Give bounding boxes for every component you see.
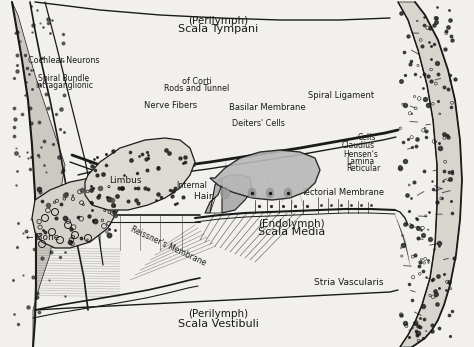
Text: Internal: Internal — [176, 181, 208, 190]
Text: Scala Tympani: Scala Tympani — [178, 25, 258, 34]
Text: Cells: Cells — [358, 133, 376, 142]
Ellipse shape — [266, 188, 274, 198]
Polygon shape — [210, 150, 320, 200]
Ellipse shape — [220, 187, 229, 199]
Text: Reticular: Reticular — [346, 164, 380, 173]
Polygon shape — [398, 2, 462, 347]
Text: Spiral Ligament: Spiral Ligament — [308, 91, 374, 100]
Text: Scala Media: Scala Media — [258, 228, 325, 237]
Text: Rods and Tunnel: Rods and Tunnel — [164, 84, 229, 93]
Text: External: External — [218, 181, 251, 190]
Text: Nerve Fibers: Nerve Fibers — [144, 101, 197, 110]
Ellipse shape — [248, 188, 256, 198]
Polygon shape — [85, 138, 195, 210]
Text: Reissner's Membrane: Reissner's Membrane — [129, 225, 208, 268]
Text: Deiters' Cells: Deiters' Cells — [232, 119, 285, 128]
Text: Stria Vascularis: Stria Vascularis — [314, 278, 383, 287]
Polygon shape — [12, 2, 65, 347]
Text: Claudius: Claudius — [341, 141, 374, 150]
Polygon shape — [205, 178, 222, 213]
Text: Cochlear Neurons: Cochlear Neurons — [28, 56, 100, 65]
Text: Scala Vestibuli: Scala Vestibuli — [178, 320, 258, 329]
Text: ← Bone: ← Bone — [26, 233, 59, 242]
Text: Lamina: Lamina — [346, 157, 374, 166]
Ellipse shape — [284, 188, 292, 198]
Polygon shape — [222, 175, 252, 213]
Text: (Perilymph): (Perilymph) — [188, 309, 248, 319]
Text: (Endolymph): (Endolymph) — [258, 219, 325, 229]
Text: Spiral Bundle: Spiral Bundle — [38, 74, 90, 83]
Text: Hensen's: Hensen's — [344, 150, 379, 159]
Polygon shape — [32, 178, 120, 248]
Text: of Corti: of Corti — [182, 77, 211, 86]
Text: Tectorial Membrane: Tectorial Membrane — [301, 188, 384, 197]
Text: Basilar Membrane: Basilar Membrane — [229, 103, 306, 112]
Text: Hair Cells: Hair Cells — [194, 192, 237, 201]
Polygon shape — [210, 178, 252, 213]
Text: Limbus: Limbus — [109, 176, 142, 185]
Text: Intraganglionic: Intraganglionic — [35, 81, 93, 90]
Text: (Perilymph): (Perilymph) — [188, 16, 248, 26]
